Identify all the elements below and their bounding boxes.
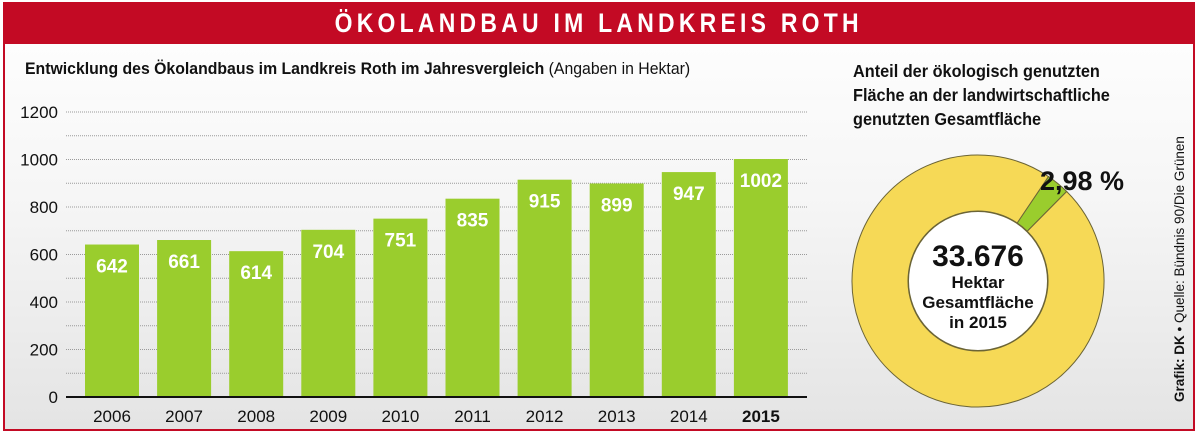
bar-chart-title-main: Entwicklung des Ökolandbaus im Landkreis… bbox=[25, 59, 545, 78]
x-tick-label: 2015 bbox=[742, 407, 780, 426]
center-text-line: Gesamtfläche bbox=[922, 293, 1034, 312]
x-tick-label: 2009 bbox=[309, 407, 347, 426]
bar-2012 bbox=[517, 179, 572, 397]
bar-value-label: 661 bbox=[168, 252, 200, 273]
bar-chart-title: Entwicklung des Ökolandbaus im Landkreis… bbox=[25, 59, 690, 79]
x-tick-label: 2011 bbox=[454, 407, 491, 426]
bar-2006 bbox=[85, 244, 139, 397]
pie-title-line: Fläche an der landwirtschaftliche bbox=[853, 85, 1110, 105]
center-text-line: Hektar bbox=[952, 273, 1005, 292]
donut-center bbox=[908, 211, 1048, 351]
x-tick-label: 2014 bbox=[670, 407, 708, 426]
bar-2013 bbox=[589, 183, 644, 397]
bar-2008 bbox=[229, 251, 284, 397]
y-tick-label: 400 bbox=[30, 293, 58, 312]
y-tick-label: 0 bbox=[49, 388, 58, 407]
bar-2010 bbox=[373, 218, 428, 397]
x-tick-label: 2010 bbox=[381, 407, 419, 426]
slice-percent-label: 2,98 % bbox=[1040, 166, 1124, 196]
x-tick-label: 2012 bbox=[526, 407, 564, 426]
bar-value-label: 947 bbox=[673, 184, 705, 205]
bar-value-label: 704 bbox=[312, 242, 344, 263]
bar-value-label: 642 bbox=[96, 257, 128, 278]
bar-value-label: 614 bbox=[240, 263, 272, 284]
pie-title-line: Anteil der ökologisch genutzten bbox=[853, 61, 1100, 81]
y-tick-label: 1000 bbox=[20, 151, 58, 170]
x-tick-label: 2008 bbox=[237, 407, 275, 426]
bar-value-label: 899 bbox=[601, 195, 633, 216]
y-tick-label: 600 bbox=[30, 246, 58, 265]
center-value: 33.676 bbox=[932, 240, 1024, 273]
bar-value-label: 915 bbox=[529, 192, 561, 213]
pie-title-line: genutzten Gesamtfläche bbox=[853, 109, 1042, 129]
credit-separator: • bbox=[1172, 323, 1187, 336]
source-text: Quelle: Bündnis 90/Die Grünen bbox=[1172, 136, 1187, 323]
bar-value-label: 835 bbox=[457, 211, 489, 232]
pie-chart-title: Anteil der ökologisch genutzten Fläche a… bbox=[853, 59, 1132, 131]
source-credit: Grafik: DK • Quelle: Bündnis 90/Die Grün… bbox=[1172, 136, 1187, 402]
graphic-credit: Grafik: DK bbox=[1172, 335, 1187, 402]
bar-chart-subtitle: (Angaben in Hektar) bbox=[548, 59, 691, 78]
center-text-line: in 2015 bbox=[949, 313, 1007, 332]
x-tick-label: 2006 bbox=[93, 407, 131, 426]
bar-2014 bbox=[661, 172, 716, 397]
bar-2011 bbox=[445, 198, 500, 397]
bar-2015 bbox=[733, 159, 788, 397]
x-tick-label: 2013 bbox=[598, 407, 636, 426]
bar-value-label: 751 bbox=[385, 231, 417, 252]
y-tick-label: 200 bbox=[30, 341, 58, 360]
bar-chart: 0 200 400 600 800 1000 1200 642 2006 661 2007 614 20… bbox=[20, 103, 807, 426]
header-banner: ÖKOLANDBAU IM LANDKREIS ROTH bbox=[5, 2, 1193, 44]
x-tick-label: 2007 bbox=[165, 407, 203, 426]
y-tick-label: 1200 bbox=[20, 103, 58, 122]
bar-2007 bbox=[157, 240, 212, 397]
bar-2009 bbox=[301, 229, 356, 397]
header-title: ÖKOLANDBAU IM LANDKREIS ROTH bbox=[334, 7, 864, 38]
y-tick-label: 800 bbox=[30, 198, 58, 217]
bar-value-label: 1002 bbox=[740, 171, 782, 192]
